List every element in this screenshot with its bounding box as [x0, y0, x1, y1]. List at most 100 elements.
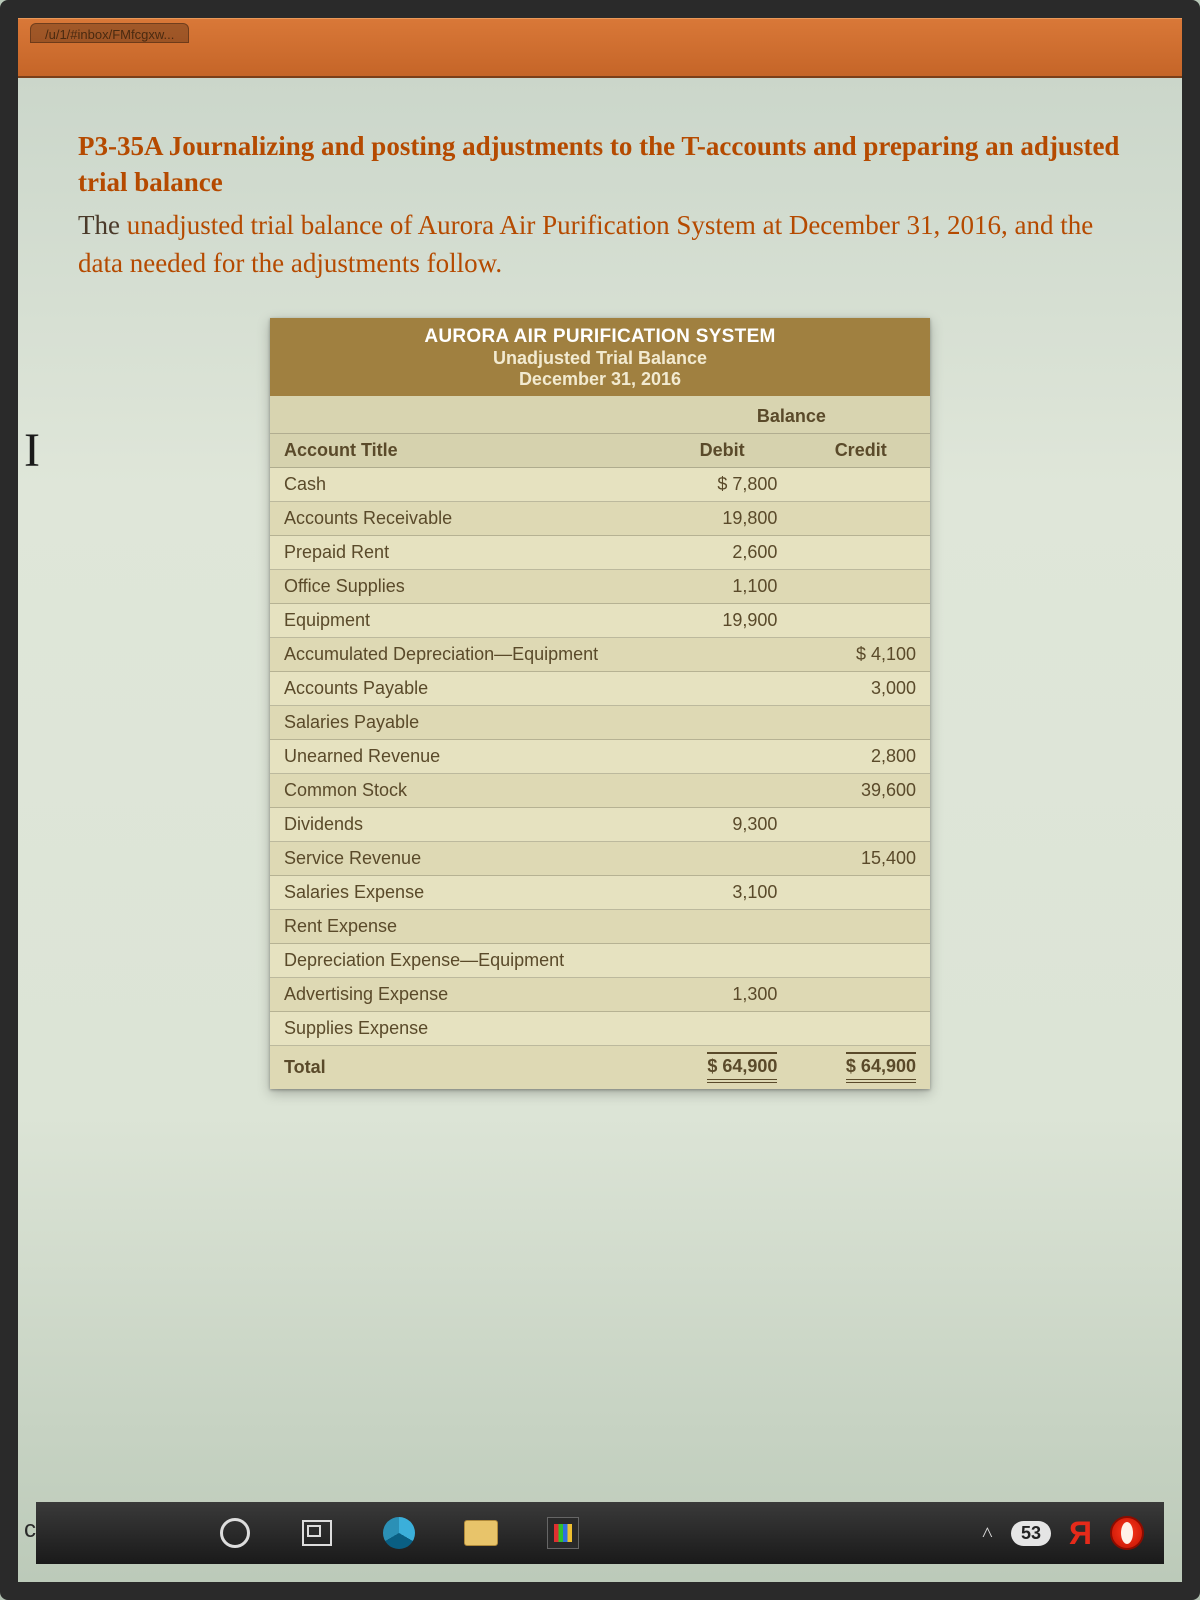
table-row: Unearned Revenue 2,800: [270, 740, 930, 774]
text-cursor: I: [24, 423, 40, 478]
debit-cell: [653, 1012, 792, 1046]
edge-icon[interactable]: [380, 1514, 418, 1552]
col-debit: Debit: [653, 434, 792, 468]
table-row: Accounts Payable3,000: [270, 672, 930, 706]
total-credit: $ 64,900: [846, 1052, 916, 1083]
debit-cell: [653, 944, 792, 978]
debit-cell: $ 7,800: [653, 468, 792, 502]
debit-cell: [653, 910, 792, 944]
debit-cell: 19,900: [653, 604, 792, 638]
credit-cell: [791, 604, 930, 638]
screen-frame: /u/1/#inbox/FMfcgxw... P3-35A Journalizi…: [0, 0, 1200, 1600]
credit-cell: [791, 910, 930, 944]
problem-heading: P3-35A Journalizing and posting adjustme…: [78, 128, 1122, 201]
company-name: AURORA AIR PURIFICATION SYSTEM: [270, 326, 930, 348]
table-row: Accounts Receivable19,800: [270, 502, 930, 536]
account-cell: Rent Expense: [270, 910, 653, 944]
credit-cell: [791, 978, 930, 1012]
table-row: Prepaid Rent2,600: [270, 536, 930, 570]
credit-cell: [791, 876, 930, 910]
page-content: P3-35A Journalizing and posting adjustme…: [18, 78, 1182, 1089]
debit-cell: [653, 638, 792, 672]
debit-cell: [653, 774, 792, 808]
credit-cell: 3,000: [791, 672, 930, 706]
problem-id: P3-35A: [78, 131, 162, 161]
cortana-circle-icon[interactable]: [216, 1514, 254, 1552]
total-debit: $ 64,900: [707, 1052, 777, 1083]
balance-supercol: Balance: [270, 396, 930, 434]
table-row: Cash$ 7,800: [270, 468, 930, 502]
table-title-block: AURORA AIR PURIFICATION SYSTEM Unadjuste…: [270, 318, 930, 396]
table-row: Salaries Payable: [270, 706, 930, 740]
table-row: Supplies Expense: [270, 1012, 930, 1046]
tray-count-badge[interactable]: 53: [1011, 1521, 1051, 1546]
debit-cell: [653, 672, 792, 706]
table-row: Common Stock39,600: [270, 774, 930, 808]
table-row: Service Revenue 15,400: [270, 842, 930, 876]
credit-cell: [791, 570, 930, 604]
debit-cell: 1,300: [653, 978, 792, 1012]
col-credit: Credit: [791, 434, 930, 468]
file-explorer-icon[interactable]: [462, 1514, 500, 1552]
debit-cell: 19,800: [653, 502, 792, 536]
column-headers: Account Title Debit Credit: [270, 434, 930, 468]
table-row: Accumulated Depreciation—Equipment $ 4,10…: [270, 638, 930, 672]
windows-taskbar[interactable]: ˄ 53 Я: [36, 1502, 1164, 1564]
table-row: Advertising Expense1,300: [270, 978, 930, 1012]
credit-cell: [791, 808, 930, 842]
table-row: Rent Expense: [270, 910, 930, 944]
trial-balance-table: AURORA AIR PURIFICATION SYSTEM Unadjuste…: [270, 318, 930, 1089]
table-row: Equipment19,900: [270, 604, 930, 638]
table-row: Dividends9,300: [270, 808, 930, 842]
balance-table: Balance Account Title Debit Credit Cash$…: [270, 396, 930, 1089]
account-cell: Office Supplies: [270, 570, 653, 604]
debit-cell: [653, 842, 792, 876]
credit-cell: [791, 706, 930, 740]
credit-cell: [791, 1012, 930, 1046]
tray-overflow-icon[interactable]: ˄: [982, 1522, 993, 1545]
body-pre: The: [78, 210, 127, 240]
browser-top-bar: /u/1/#inbox/FMfcgxw...: [18, 18, 1182, 78]
yandex-icon[interactable]: Я: [1069, 1515, 1092, 1552]
credit-cell: [791, 502, 930, 536]
microsoft-store-icon[interactable]: [544, 1514, 582, 1552]
browser-tab[interactable]: /u/1/#inbox/FMfcgxw...: [30, 23, 189, 43]
account-cell: Depreciation Expense—Equipment: [270, 944, 653, 978]
credit-cell: [791, 468, 930, 502]
body-highlight: unadjusted trial balance of Aurora Air P…: [78, 210, 1093, 278]
credit-cell: $ 4,100: [791, 638, 930, 672]
debit-cell: [653, 740, 792, 774]
total-label: Total: [270, 1046, 653, 1090]
debit-cell: 3,100: [653, 876, 792, 910]
problem-body: The unadjusted trial balance of Aurora A…: [78, 207, 1122, 283]
table-subtitle: Unadjusted Trial Balance: [270, 348, 930, 369]
debit-cell: [653, 706, 792, 740]
system-tray[interactable]: ˄ 53 Я: [982, 1515, 1144, 1552]
opera-icon[interactable]: [1110, 1516, 1144, 1550]
account-cell: Dividends: [270, 808, 653, 842]
table-row: Depreciation Expense—Equipment: [270, 944, 930, 978]
credit-cell: 15,400: [791, 842, 930, 876]
account-cell: Common Stock: [270, 774, 653, 808]
table-row: Salaries Expense3,100: [270, 876, 930, 910]
debit-cell: 9,300: [653, 808, 792, 842]
table-row: Office Supplies1,100: [270, 570, 930, 604]
credit-cell: 2,800: [791, 740, 930, 774]
credit-cell: [791, 536, 930, 570]
table-date: December 31, 2016: [270, 369, 930, 390]
account-cell: Supplies Expense: [270, 1012, 653, 1046]
account-cell: Unearned Revenue: [270, 740, 653, 774]
balance-label: Balance: [653, 396, 930, 434]
debit-cell: 1,100: [653, 570, 792, 604]
task-view-icon[interactable]: [298, 1514, 336, 1552]
problem-title-text: Journalizing and posting adjustments to …: [78, 131, 1119, 197]
account-cell: Advertising Expense: [270, 978, 653, 1012]
total-row: Total $ 64,900 $ 64,900: [270, 1046, 930, 1090]
account-cell: Salaries Expense: [270, 876, 653, 910]
account-cell: Service Revenue: [270, 842, 653, 876]
account-cell: Salaries Payable: [270, 706, 653, 740]
col-account: Account Title: [270, 434, 653, 468]
account-cell: Accumulated Depreciation—Equipment: [270, 638, 653, 672]
account-cell: Cash: [270, 468, 653, 502]
debit-cell: 2,600: [653, 536, 792, 570]
